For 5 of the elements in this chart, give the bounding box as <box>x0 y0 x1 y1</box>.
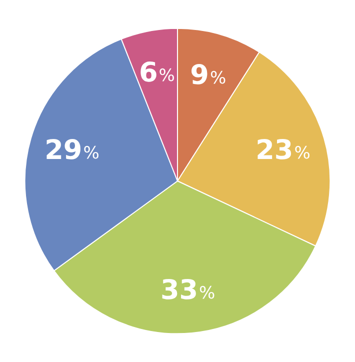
data-label: 29% <box>44 134 100 166</box>
data-label: 23% <box>256 134 310 166</box>
data-label: 6% <box>138 58 175 89</box>
data-label: 33% <box>160 274 216 306</box>
data-label: 9% <box>190 60 226 92</box>
